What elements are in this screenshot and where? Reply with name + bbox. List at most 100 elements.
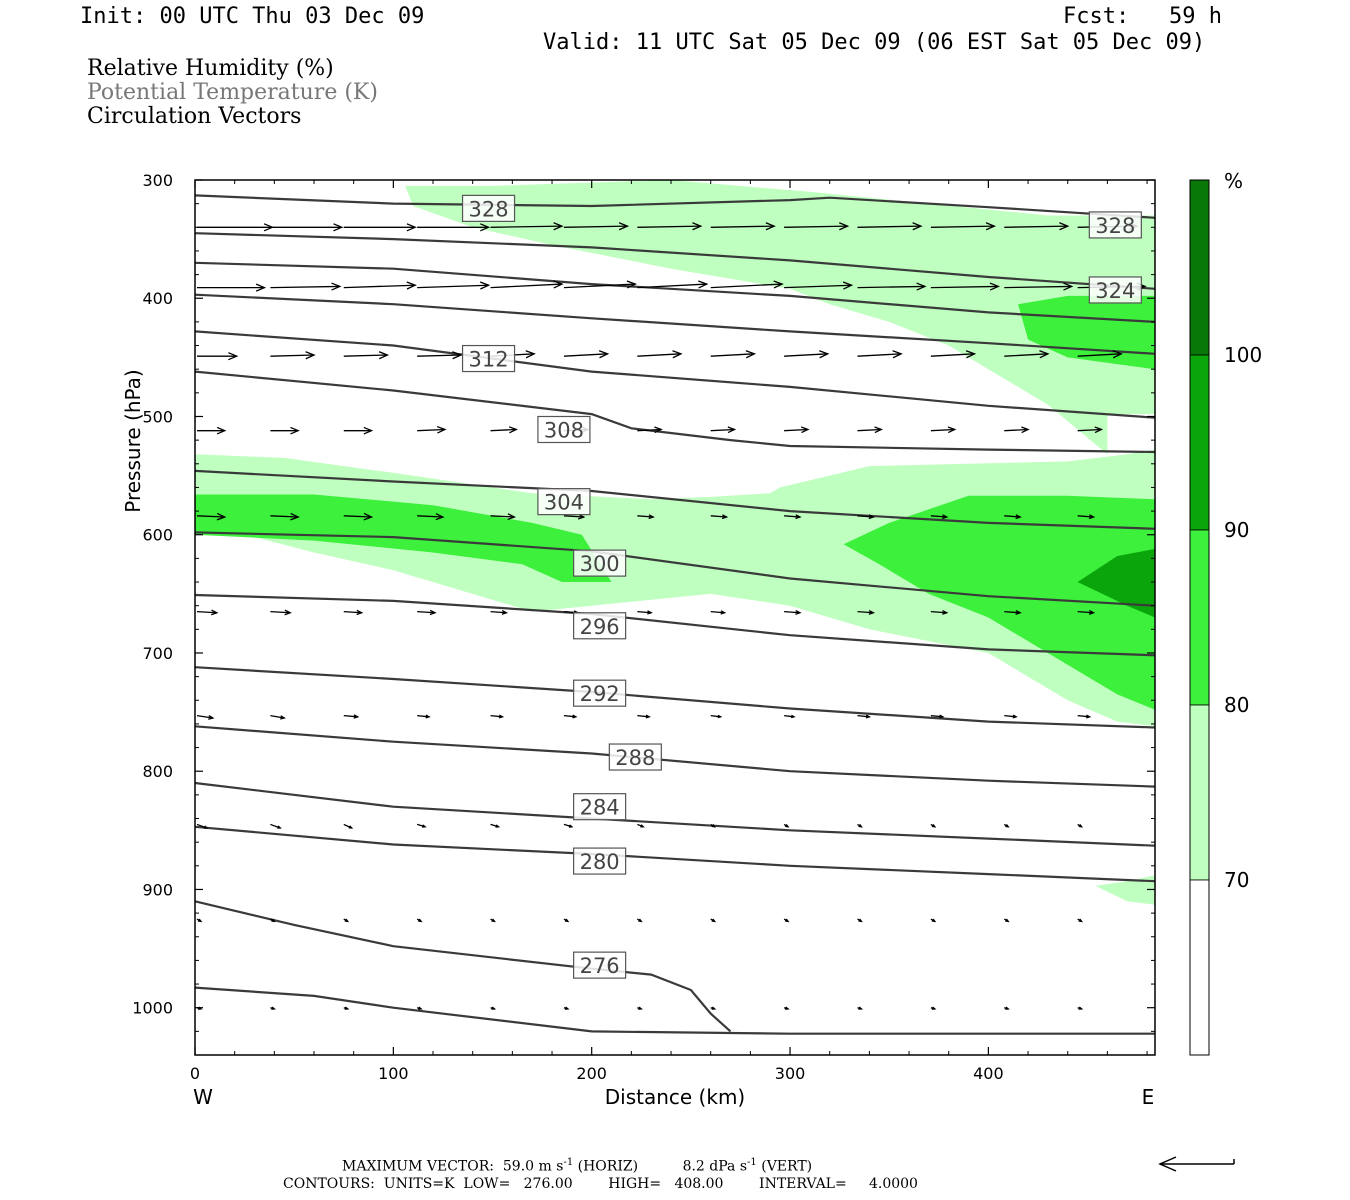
vector-shaft [784,515,801,518]
vector-head [425,714,431,719]
vector-arrow-5-1 [270,609,292,616]
contour-label-296: 296 [580,615,620,639]
vector-head [208,714,215,720]
colorbar: 100 90 80 70% [1189,169,1262,1056]
vector-shaft [637,714,650,718]
max-vector-vert-unit: (VERT) [761,1158,813,1175]
vector-arrow-8-3 [416,918,423,923]
vector-arrow-5-8 [784,610,802,615]
contour-label-288: 288 [615,746,655,770]
vector-arrow-6-10 [930,714,945,719]
vector-shaft [490,610,507,614]
vector-head [1015,514,1022,520]
vector-shaft [784,428,808,432]
vector-arrow-6-6 [637,714,651,719]
x-tick-label-100: 100 [378,1064,409,1083]
vector-shaft [637,428,662,432]
vector-head [717,714,723,719]
theta-contour-312 [194,330,1156,419]
vector-shaft [270,610,291,614]
legend-relative-humidity: Relative Humidity (%) [87,56,334,81]
vector-shaft [270,285,340,289]
colorbar-label-90: 90 [1224,518,1249,542]
vector-shaft [490,428,517,432]
vector-arrow-6-4 [490,714,505,719]
vector-head [197,918,203,923]
contour-label-box-12 [573,951,627,979]
vector-shaft [784,284,852,289]
vector-arrow-0-10 [930,222,997,231]
vector-head [406,223,417,232]
vector-head [720,610,727,615]
vector-shaft [417,284,489,289]
legend-circulation-vectors: Circulation Vectors [87,104,302,129]
vector-arrow-8-5 [563,918,570,923]
reference-vector-arrow [1158,1156,1235,1172]
vector-arrow-8-10 [930,918,937,923]
vector-shaft [417,610,436,614]
vector-head [1005,823,1010,828]
vector-head [553,222,564,231]
vector-head [507,513,517,521]
vector-head [211,609,219,616]
vector-arrow-8-11 [1003,918,1010,923]
vector-arrow-1-6 [637,280,709,289]
vector-shaft [417,428,445,432]
vector-arrow-8-1 [270,918,276,923]
vector-shaft [270,354,315,357]
vector-arrow-4-7 [710,514,729,520]
vector-head [498,714,505,719]
vector-head [672,350,683,359]
vector-arrow-3-2 [343,426,374,435]
vector-shaft [196,610,217,614]
colorbar-segment-1 [1189,354,1210,531]
vector-head [858,1006,864,1010]
vector-head [947,426,957,434]
vector-arrow-9-5 [563,1006,570,1010]
y-tick-label-1000: 1000 [132,999,173,1018]
vector-head [721,514,729,520]
vector-arrow-8-7 [710,918,717,923]
colorbar-segment-0 [1189,179,1210,356]
vector-head [795,610,802,615]
vector-arrow-2-0 [197,352,239,361]
vector-arrow-2-5 [563,350,610,359]
vector-head [1039,350,1050,359]
vector-head [942,514,949,520]
vector-head [648,514,655,520]
vector-head [348,825,354,829]
x-tick-label-300: 300 [775,1064,806,1083]
vector-head [333,223,344,232]
vector-arrow-3-7 [710,426,737,434]
vector-head [508,426,519,434]
vector-arrow-0-6 [637,222,703,231]
max-vector-vert-exponent: -1 [747,1157,757,1168]
vector-arrow-5-12 [1077,610,1096,615]
contour-label-324: 324 [1095,279,1135,303]
vector-head [568,824,574,828]
vector-arrow-1-5 [563,280,638,289]
vector-shaft [930,515,947,518]
vector-head [773,280,784,289]
theta-contour-328 [194,194,1156,219]
vector-head [842,281,854,290]
vector-shaft [343,284,416,289]
vector-shaft [710,610,725,614]
vector-head [203,825,209,829]
theta-contour-300 [194,531,1156,607]
vector-arrow-0-3 [417,223,491,232]
vector-shaft [490,714,503,718]
vector-head [892,350,903,359]
rh-region-70-4 [405,180,1155,455]
vector-arrow-7-11 [1003,823,1010,828]
vector-shaft [563,714,576,718]
vector-head [564,1006,570,1010]
vector-head [435,513,445,521]
vector-arrow-6-3 [417,714,431,719]
vector-head [989,282,1000,291]
vector-arrow-2-3 [417,351,463,360]
vector-head [618,222,630,231]
vector-head [785,823,790,828]
vector-head [874,426,883,434]
vector-shaft [930,610,947,614]
